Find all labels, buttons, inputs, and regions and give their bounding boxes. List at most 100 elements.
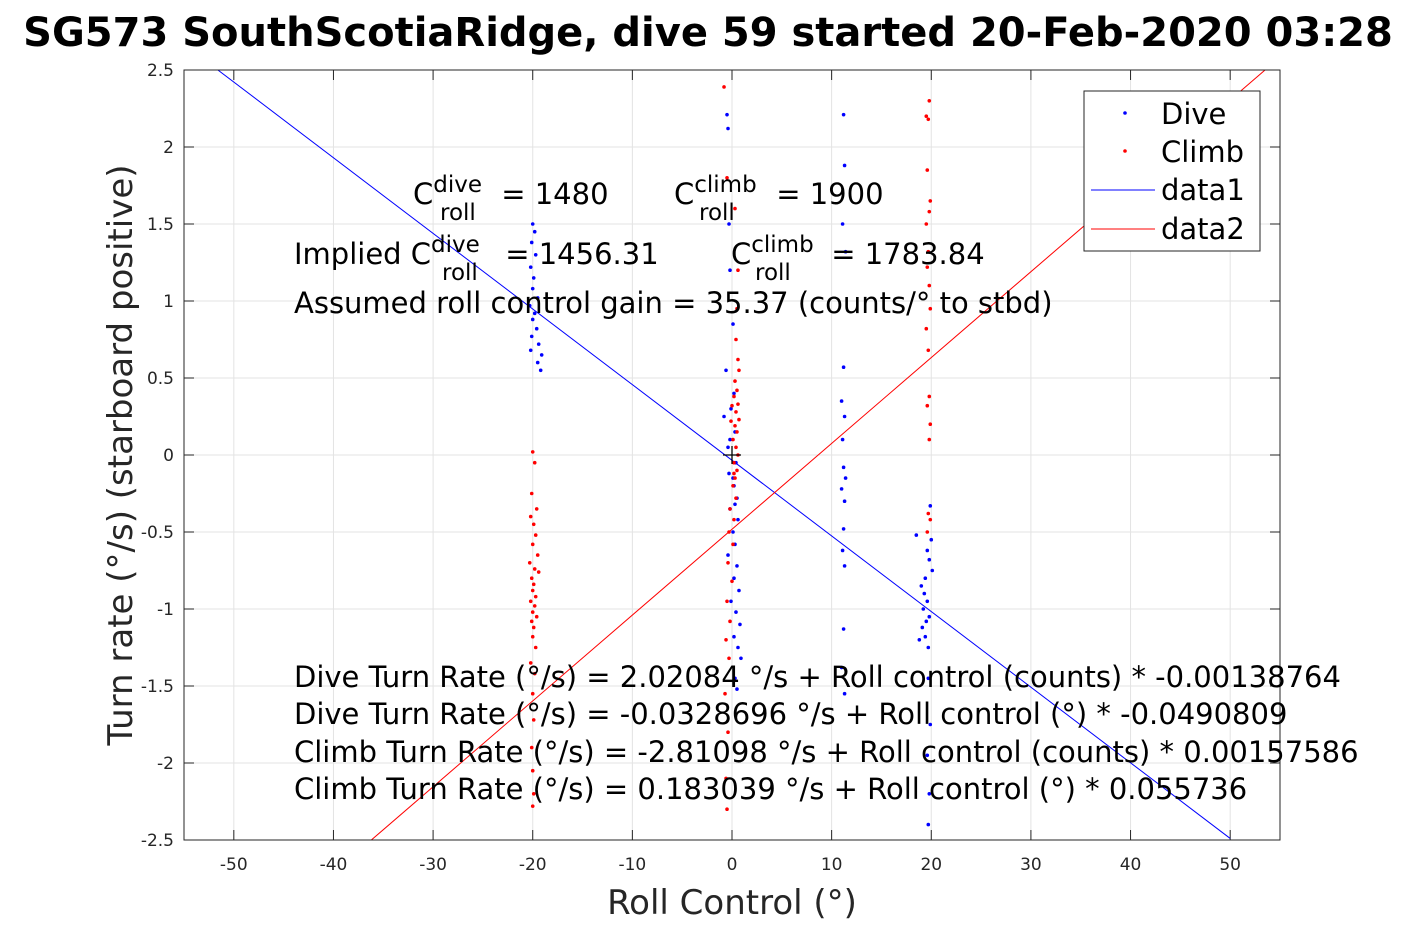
data-point-dive: [919, 584, 924, 588]
data-point-climb: [928, 517, 933, 522]
data-point-climb: [737, 417, 741, 422]
data-point-dive: [530, 317, 535, 322]
fit-line-data1: [217, 70, 1231, 839]
data-point-dive: [925, 753, 930, 758]
data-point-climb: [530, 634, 535, 639]
x-axis-label: Roll Control (°): [607, 883, 857, 923]
data-point-climb: [732, 394, 736, 399]
data-point-climb: [536, 570, 541, 574]
data-point-dive: [839, 399, 844, 403]
chart-title: SG573 SouthScotiaRidge, dive 59 started …: [23, 10, 1393, 56]
data-point-climb: [728, 507, 732, 511]
y-tick-label: -0.5: [141, 523, 174, 543]
data-point-climb: [733, 423, 737, 428]
data-point-climb: [530, 588, 535, 593]
y-tick-label: -1: [157, 600, 174, 620]
data-point-dive: [930, 568, 935, 573]
data-point-dive: [535, 360, 540, 365]
data-point-climb: [528, 514, 533, 519]
data-point-climb: [924, 114, 929, 118]
data-point-climb: [530, 450, 535, 454]
data-point-dive: [528, 348, 533, 353]
data-point-climb: [734, 445, 738, 450]
data-point-dive: [927, 557, 932, 562]
data-point-climb: [924, 326, 929, 331]
legend-marker-climb: [1123, 149, 1127, 153]
data-point-dive: [925, 548, 930, 553]
data-point-dive: [729, 407, 733, 411]
data-point-dive: [728, 437, 732, 442]
data-point-dive: [534, 326, 539, 331]
data-point-climb: [528, 661, 533, 665]
data-point-dive: [841, 465, 846, 470]
data-point-climb: [532, 567, 537, 571]
data-point-climb: [727, 656, 731, 661]
data-point-dive: [842, 163, 847, 168]
data-point-climb: [731, 542, 735, 547]
data-point-climb: [730, 403, 734, 408]
data-point-climb: [532, 604, 537, 608]
data-point-climb: [735, 306, 739, 311]
data-point-climb: [535, 553, 540, 557]
data-point-dive: [729, 599, 733, 604]
data-point-climb: [531, 582, 536, 587]
plot-frame: [183, 69, 1281, 841]
data-point-dive: [533, 253, 538, 257]
data-point-dive: [738, 622, 742, 627]
annotation-c-roll-dive: Cdive roll = 1480: [413, 172, 609, 226]
data-point-dive: [731, 530, 735, 534]
data-point-climb: [728, 619, 732, 624]
data-point-dive: [924, 619, 929, 624]
data-point-dive: [840, 548, 845, 553]
y-tick-label: 1: [163, 292, 174, 312]
data-point-climb: [531, 792, 536, 796]
x-tick-label: -20: [519, 855, 547, 875]
x-tick-label: 10: [821, 855, 843, 875]
data-point-climb: [735, 388, 739, 393]
annotation-implied-climb: Cclimb roll = 1783.84: [731, 232, 985, 286]
y-tick-label: 2.5: [147, 61, 174, 81]
data-point-climb: [729, 419, 733, 423]
data-point-dive: [736, 517, 740, 522]
data-point-climb: [733, 379, 737, 383]
y-tick-label: -1.5: [141, 677, 174, 697]
data-point-climb: [533, 645, 538, 650]
x-tick-label: -50: [220, 855, 248, 875]
data-point-dive: [530, 286, 535, 291]
annotation-gain: Assumed roll control gain = 35.37 (count…: [294, 286, 1053, 320]
y-axis-label: Turn rate (°/s) (starboard positive): [101, 164, 141, 746]
data-point-climb: [926, 348, 931, 353]
data-point-dive: [527, 303, 532, 308]
data-point-dive: [539, 353, 544, 357]
data-point-climb: [733, 206, 737, 211]
data-point-climb: [530, 542, 535, 547]
data-point-climb: [725, 807, 729, 811]
legend-box: [1083, 90, 1261, 252]
data-point-climb: [925, 403, 930, 408]
data-point-dive: [839, 487, 844, 491]
data-point-dive: [928, 504, 933, 508]
data-point-climb: [731, 484, 735, 488]
data-point-climb: [926, 117, 931, 122]
data-point-dive: [921, 607, 926, 611]
data-point-dive: [727, 471, 731, 476]
data-point-climb: [736, 402, 740, 406]
data-point-climb: [726, 730, 730, 734]
data-point-climb: [531, 718, 536, 722]
data-point-dive: [734, 610, 738, 614]
data-point-climb: [534, 507, 539, 511]
data-point-dive: [841, 527, 846, 531]
data-point-climb: [928, 422, 933, 427]
data-point-dive: [535, 296, 540, 300]
plot-content: [217, 70, 1266, 840]
data-point-climb: [735, 468, 739, 473]
data-point-climb: [731, 437, 735, 442]
data-point-climb: [734, 496, 738, 500]
data-point-dive: [929, 537, 934, 542]
data-point-climb: [925, 168, 930, 172]
data-point-climb: [732, 460, 736, 465]
data-point-climb: [725, 176, 729, 180]
y-tick-label: 0.5: [147, 369, 174, 389]
data-point-dive: [927, 792, 932, 796]
